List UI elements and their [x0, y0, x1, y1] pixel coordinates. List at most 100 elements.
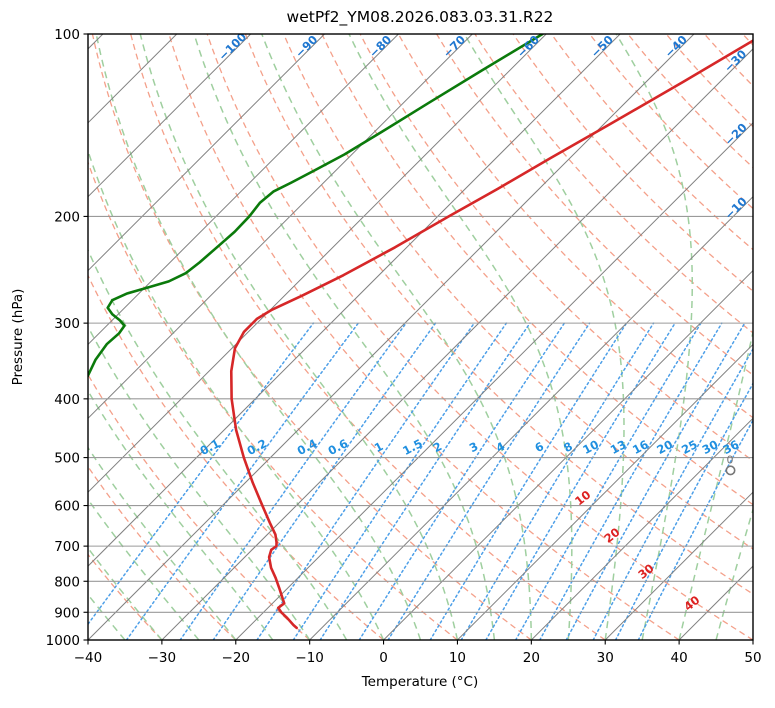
dry-adiabat [91, 34, 532, 640]
mixing-ratio-line [319, 322, 531, 640]
moist-adiabat [193, 34, 496, 640]
x-tick-label: 40 [671, 650, 688, 666]
mixing-ratio-line [429, 322, 628, 640]
x-axis-ticks: −40 −30 −20 −10 0 10 20 30 40 50 [74, 640, 762, 666]
x-tick-label: −40 [74, 650, 103, 666]
plot-frame [87, 33, 754, 641]
isotherm-line [88, 34, 399, 346]
moist-adiabat [88, 325, 311, 640]
dry-adiabat [88, 373, 311, 640]
y-tick-label: 600 [54, 499, 80, 515]
y-tick-label: 1000 [46, 633, 80, 649]
isotherm-line [457, 343, 753, 640]
x-tick-label: 10 [449, 650, 466, 666]
dry-adiabat [244, 34, 753, 595]
isotherm-line [309, 195, 753, 640]
x-axis-label: Temperature (°C) [361, 674, 479, 690]
mixing-ratio-line [292, 322, 508, 640]
y-tick-label: 300 [54, 316, 80, 332]
isotherm-line [88, 34, 252, 198]
mixing-ratio-line [637, 418, 753, 640]
x-tick-label: 50 [744, 650, 761, 666]
isotherm-line [161, 48, 753, 640]
mixing-ratio-label: 36 [720, 437, 741, 457]
x-tick-label: 0 [379, 650, 388, 666]
mixing-ratio-line [514, 322, 702, 640]
mixing-ratio-label: 30 [700, 437, 721, 457]
moist-adiabats [88, 34, 753, 640]
y-tick-label: 200 [54, 209, 80, 225]
sounding-curves [88, 34, 753, 630]
y-axis-ticks: 100 200 300 400 500 600 700 800 900 1000 [46, 27, 88, 649]
dry-adiabat [88, 274, 384, 640]
marker-label: 0 [727, 453, 734, 466]
page-title: wetPf2_YM08.2026.083.03.31.R22 [287, 8, 554, 27]
plot-markers: 0 [725, 453, 736, 476]
dry-adiabat [88, 465, 237, 640]
dewpoint-curve [88, 34, 544, 379]
isotherm-line [88, 34, 473, 420]
mixing-ratio-line [485, 322, 676, 640]
dry-adiabat [88, 160, 458, 640]
dry-adiabat [359, 34, 753, 462]
y-tick-label: 100 [54, 27, 80, 43]
x-tick-label: 20 [523, 650, 540, 666]
temperature-curve [229, 39, 753, 630]
mixing-ratio-line [614, 382, 753, 640]
mixing-ratio-line [179, 322, 407, 640]
x-tick-label: −10 [295, 650, 324, 666]
mixing-ratio-line [212, 322, 437, 640]
mixing-ratio-label: 16 [630, 437, 651, 457]
y-tick-label: 500 [54, 451, 80, 467]
y-tick-label: 900 [54, 605, 80, 621]
x-tick-label: −30 [148, 650, 177, 666]
pressure-gridlines [88, 34, 753, 640]
moist-adiabat [88, 248, 348, 640]
isotherm-line [383, 269, 753, 640]
mixing-ratio-line [387, 322, 591, 640]
dry-adiabat [436, 34, 753, 376]
dry-adiabats [88, 34, 753, 640]
y-tick-label: 800 [54, 574, 80, 590]
dry-adiabat [283, 34, 753, 550]
mixing-ratio-line [125, 322, 360, 640]
moist-adiabat [615, 34, 693, 640]
y-tick-label: 700 [54, 539, 80, 555]
y-tick-label: 400 [54, 392, 80, 408]
isotherm-line [88, 34, 621, 567]
y-axis-label: Pressure (hPa) [10, 289, 26, 386]
dry-adiabat [474, 34, 753, 334]
dry-adiabat [397, 34, 753, 419]
mixing-ratio-lines [88, 322, 753, 640]
x-tick-label: −20 [222, 650, 251, 666]
mixing-ratio-line [592, 347, 753, 640]
dry-adiabat [168, 34, 680, 640]
dry-adiabat [130, 34, 606, 640]
isotherm-line [530, 417, 753, 640]
moist-adiabat [463, 34, 625, 640]
moist-adiabat [348, 34, 573, 640]
mixing-ratio-label: 25 [679, 437, 700, 457]
isotherm-line [235, 122, 753, 640]
moist-adiabat [88, 446, 237, 640]
moist-adiabat [95, 34, 422, 640]
x-tick-label: 30 [597, 650, 614, 666]
isotherm-line [88, 34, 547, 493]
plot-area[interactable]: 0 −100 −90 −80 −70 −60 −50 −40−30−20−10 0.1 0.2… [0, 27, 775, 690]
mixing-ratio-label: 10 [580, 437, 601, 457]
mixing-ratio-line [565, 322, 746, 640]
lcl-marker [725, 465, 736, 476]
moist-adiabat [678, 328, 753, 640]
moist-adiabat [88, 148, 385, 640]
moist-adiabat [139, 34, 459, 640]
mixing-ratio-label: 13 [608, 437, 629, 457]
isotherm-line [604, 491, 753, 640]
mixing-ratio-line [539, 322, 723, 640]
mixing-ratio-line [88, 322, 315, 626]
mixing-ratio-label: 20 [654, 437, 675, 457]
dry-adiabat [321, 34, 753, 506]
mixing-ratio-line [460, 322, 655, 640]
